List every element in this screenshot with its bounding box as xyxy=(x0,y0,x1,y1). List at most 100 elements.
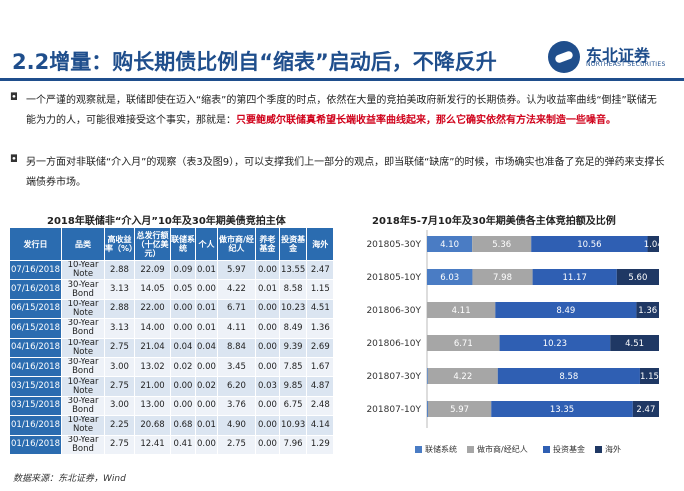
table-cell: 4.14 xyxy=(306,415,335,436)
company-logo: 东北证券 NORTHEAST SECURITIES xyxy=(548,41,678,73)
table-row: 04/16/2018 10-Year Note 2.75 21.04 0.04 0.04 8… xyxy=(9,337,335,358)
chart-data-label: 4.10 xyxy=(440,240,459,250)
table-cell: 0.01 xyxy=(195,298,218,320)
table-cell: 04/16/2018 xyxy=(9,356,62,378)
bullet-text-1: 一个严谨的观察就是，联储即使在迈入“缩表”的第四个季度的时点，依然在大量的竞拍美… xyxy=(26,91,666,131)
chart-bar-segment xyxy=(616,269,659,285)
table-cell: 4.11 xyxy=(216,318,256,339)
chart-data-label: 11.17 xyxy=(563,273,587,283)
table-cell: 01/16/2018 xyxy=(9,415,62,436)
table-cell: 0.68 xyxy=(170,415,196,436)
chart-bar-segment xyxy=(632,401,659,417)
table-cell: 3.76 xyxy=(216,395,256,417)
chart-bar-segment xyxy=(531,236,648,252)
table-cell: 0.00 xyxy=(170,318,196,339)
table-cell: 0.09 xyxy=(170,259,196,281)
chart-category-label: 201807-10Y xyxy=(366,405,421,415)
table-cell: 04/16/2018 xyxy=(9,337,62,358)
table-cell: 03/15/2018 xyxy=(9,395,62,417)
table-row: 06/15/2018 30-Year Bond 3.13 14.00 0.00 0.01 4… xyxy=(9,318,335,339)
table-cell: 2.69 xyxy=(306,337,335,358)
chart-bar-segment xyxy=(427,302,496,318)
source-note: 数据来源：东北证券，Wind xyxy=(13,474,126,484)
table-cell: 0.00 xyxy=(195,279,218,300)
table-header-cell: 海外 xyxy=(306,227,335,261)
table-cell: 22.00 xyxy=(134,298,171,320)
chart-data-label: 4.11 xyxy=(452,306,471,316)
chart-data-label: 2.47 xyxy=(636,405,655,415)
table-cell: 30-Year Bond xyxy=(61,279,105,300)
table-cell: 0.03 xyxy=(254,376,280,397)
bullet-marker-1: ◘ xyxy=(10,92,18,103)
table-cell: 0.05 xyxy=(170,279,196,300)
chart-data-label: 5.97 xyxy=(450,405,469,415)
table-cell: 07/16/2018 xyxy=(9,259,62,281)
table-cell: 22.09 xyxy=(134,259,171,281)
chart-legend-swatch xyxy=(595,446,602,453)
table-cell: 2.88 xyxy=(104,259,135,281)
chart-legend-label: 投资基金 xyxy=(553,444,585,454)
table-cell: 30-Year Bond xyxy=(61,356,105,378)
table-cell: 13.00 xyxy=(134,395,171,417)
table-cell: 0.00 xyxy=(254,298,280,320)
table-cell: 6.71 xyxy=(216,298,256,320)
table-cell: 9.85 xyxy=(278,376,308,397)
table-cell: 06/15/2018 xyxy=(9,298,62,320)
slide-title: 2.2增量：购长期债比例自“缩表”启动后，不降反升 xyxy=(12,50,497,74)
table-cell: 0.00 xyxy=(195,356,218,378)
auction-table: 发行日 品类 高收益率（%） 总发行额（十亿美元） 联储系统 个人 做市商/经纪人 养老基金投… xyxy=(9,227,335,455)
table-cell: 0.01 xyxy=(195,415,218,436)
chart-data-label: 8.58 xyxy=(559,372,578,382)
table-header-cell: 做市商/经纪人 xyxy=(216,227,256,261)
table-cell: 10-Year Note xyxy=(61,259,105,281)
table-cell: 9.39 xyxy=(278,337,308,358)
chart-legend-label: 做市商/经纪人 xyxy=(477,444,528,454)
chart-bar-segment xyxy=(427,401,492,417)
chart-legend-swatch xyxy=(415,446,422,453)
table-cell: 2.48 xyxy=(306,395,335,417)
chart-data-label: 6.03 xyxy=(440,273,459,283)
chart-data-label: 5.36 xyxy=(492,240,511,250)
table-cell: 7.96 xyxy=(278,434,308,455)
table-cell: 3.13 xyxy=(104,318,135,339)
bullet-text-2: 另一方面对非联储“介入月”的观察（表3及图9），可以支撑我们上一部分的观点，即当… xyxy=(26,157,665,188)
chart-data-label: 5.60 xyxy=(628,273,647,283)
table-cell: 0.00 xyxy=(170,376,196,397)
chart-bar-segment xyxy=(491,401,633,417)
table-cell: 4.87 xyxy=(306,376,335,397)
table-cell: 2.75 xyxy=(104,434,135,455)
table-cell: 13.55 xyxy=(278,259,308,281)
logo-name-en: NORTHEAST SECURITIES xyxy=(586,61,666,68)
table-cell: 8.58 xyxy=(278,279,308,300)
table-cell: 10-Year Note xyxy=(61,337,105,358)
table-cell: 5.97 xyxy=(216,259,256,281)
table-cell: 7.85 xyxy=(278,356,308,378)
table-cell: 13.02 xyxy=(134,356,171,378)
stacked-bar-chart: 201805-30Y 4.10 5.36 10.56 1.04 201805-10Y 6.0… xyxy=(366,230,663,454)
chart-legend-swatch xyxy=(543,446,550,453)
table-cell: 0.00 xyxy=(170,395,196,417)
chart-data-label: 1.15 xyxy=(640,372,659,382)
table-row: 07/16/2018 10-Year Note 2.88 22.09 0.09 0.01 5… xyxy=(9,259,335,281)
chart-bar-segment xyxy=(472,236,532,252)
table-cell: 0.00 xyxy=(254,434,280,455)
table-row: 07/16/2018 30-Year Bond 3.13 14.05 0.05 0.00 4… xyxy=(9,279,335,300)
chart-data-label: 1.04 xyxy=(644,240,663,250)
table-cell: 1.36 xyxy=(306,318,335,339)
chart-bar-segment xyxy=(610,335,659,351)
table-header-cell: 投资基金 xyxy=(278,227,308,261)
table-cell: 0.41 xyxy=(170,434,196,455)
table-cell: 0.00 xyxy=(254,395,280,417)
table-header-cell: 个人 xyxy=(195,227,218,261)
table-cell: 30-Year Bond xyxy=(61,318,105,339)
table-cell: 0.00 xyxy=(195,434,218,455)
chart-data-label: 1.36 xyxy=(638,306,657,316)
table-row: 01/16/2018 10-Year Note 2.25 20.68 0.68 0.01 4… xyxy=(9,415,335,436)
table-cell: 1.67 xyxy=(306,356,335,378)
table-cell: 0.00 xyxy=(254,356,280,378)
table-header-cell: 发行日 xyxy=(9,227,62,261)
bullet-text-1-highlight: 只要鲍威尔联储真希望长端收益率曲线起来，那么它确实依然有方法来制造一些噪音。 xyxy=(236,115,616,126)
table-cell: 0.01 xyxy=(254,279,280,300)
table-cell: 3.00 xyxy=(104,356,135,378)
table-cell: 2.75 xyxy=(104,337,135,358)
